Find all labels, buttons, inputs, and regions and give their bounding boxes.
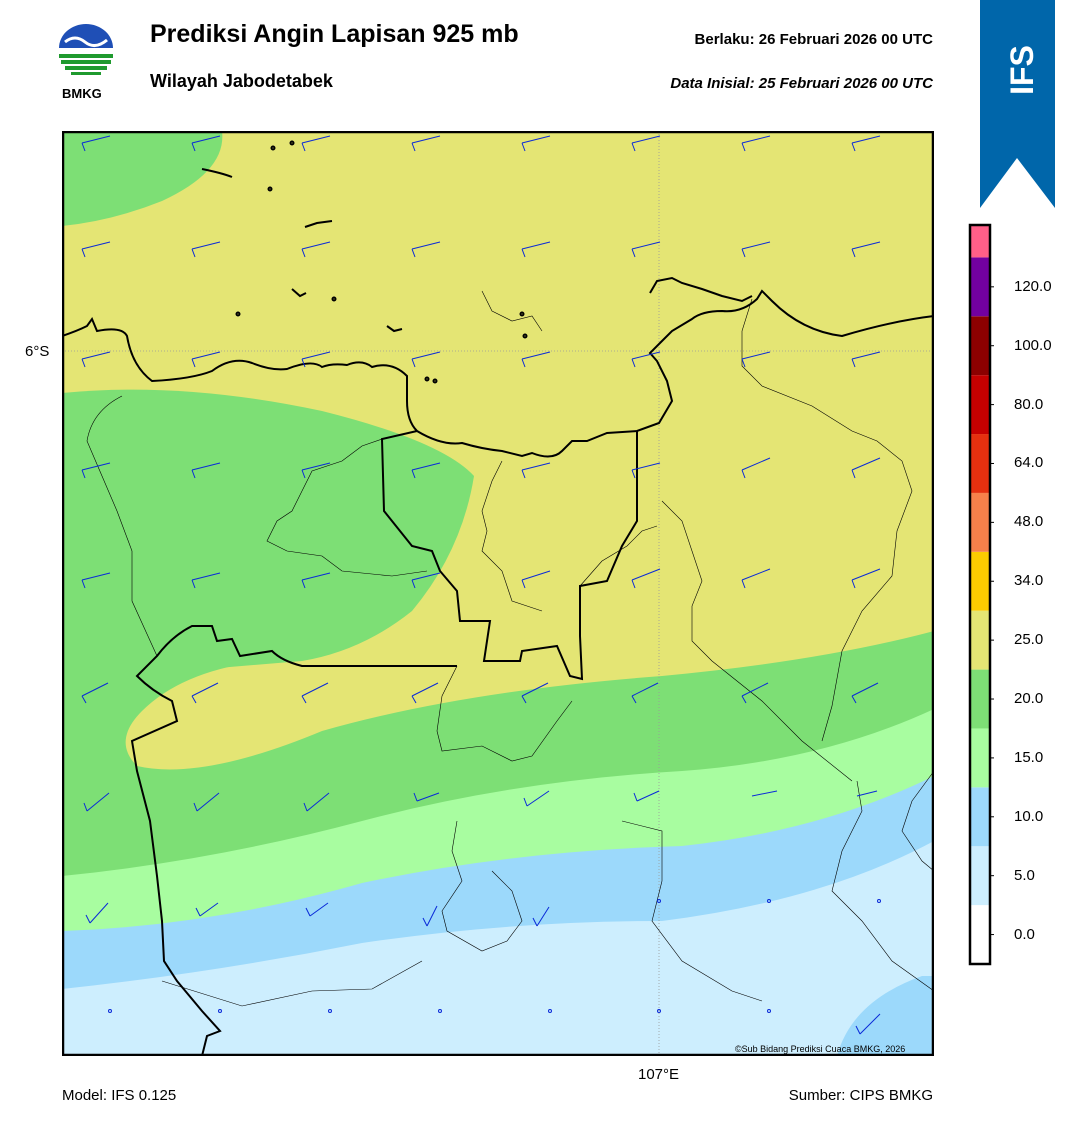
wind-zone-15-20-north — [62, 131, 223, 226]
colorbar-tick-label: 10.0 — [1014, 807, 1044, 825]
colorbar-tick-label: 15.0 — [1014, 748, 1044, 766]
wind-zone-15-20-west — [62, 389, 474, 681]
colorbar-segment — [970, 257, 990, 317]
ifs-badge-label: IFS — [1004, 45, 1040, 95]
coastline-north — [649, 276, 753, 303]
district-boundaries — [86, 290, 934, 1007]
bmkg-logo-icon — [59, 24, 113, 75]
longitude-label: 107°E — [638, 1066, 680, 1083]
colorbar-segment — [970, 905, 990, 964]
colorbar-tick-label: 80.0 — [1014, 395, 1044, 413]
colorbar-segment — [970, 610, 990, 670]
wind-barb-row-3 — [81, 351, 881, 368]
wind-barb-row-9 — [108, 1009, 881, 1035]
wind-barb-row-8 — [85, 899, 881, 927]
colorbar-segment — [970, 728, 990, 788]
source-label: Sumber: CIPS BMKG — [788, 1087, 933, 1104]
bmkg-logo — [55, 22, 117, 84]
colorbar-tick-label: 25.0 — [1014, 631, 1044, 649]
coastline — [62, 289, 934, 458]
region-subtitle: Wilayah Jabodetabek — [150, 71, 333, 91]
wind-speed-colorbar — [968, 223, 994, 966]
province-boundary-banten — [130, 625, 457, 1056]
colorbar-segment — [970, 375, 990, 435]
ifs-ribbon — [980, 0, 1055, 208]
wind-barb-row-7 — [83, 790, 878, 812]
colorbar-segment — [970, 787, 990, 847]
initial-time: Data Inisial: 25 Februari 2026 00 UTC — [670, 75, 933, 92]
logo-text: BMKG — [62, 86, 102, 101]
province-boundary-jakarta — [380, 430, 638, 681]
wind-barb-row-4 — [81, 457, 881, 479]
colorbar-tick-label: 20.0 — [1014, 690, 1044, 708]
colorbar-tick-label: 0.0 — [1014, 925, 1035, 943]
colorbar-frame — [968, 223, 992, 966]
valid-time: Berlaku: 26 Februari 2026 00 UTC — [694, 31, 933, 48]
map-frame — [62, 131, 934, 1056]
wind-zone-5-10-southeast — [837, 976, 934, 1056]
colorbar-segment — [970, 316, 990, 376]
colorbar-segment — [970, 225, 990, 258]
colorbar-segment — [970, 846, 990, 906]
copyright-text: ©Sub Bidang Prediksi Cuaca BMKG, 2026 — [735, 1044, 906, 1054]
model-label: Model: IFS 0.125 — [62, 1087, 177, 1104]
wind-zone-0-5 — [62, 841, 934, 1056]
colorbar-tick-label: 34.0 — [1014, 572, 1044, 590]
colorbar-segment — [970, 551, 990, 611]
wind-barb-row-2 — [81, 241, 881, 258]
colorbar-segment — [970, 492, 990, 552]
thousand-islands — [201, 140, 528, 384]
wind-barb-row-5 — [81, 568, 881, 589]
colorbar-tick-label: 48.0 — [1014, 513, 1044, 531]
wind-barb-row-1 — [81, 135, 881, 152]
wind-map — [62, 131, 934, 1056]
colorbar-segment — [970, 669, 990, 729]
latitude-label: 6°S — [25, 343, 50, 360]
page-title: Prediksi Angin Lapisan 925 mb — [150, 20, 519, 48]
colorbar-tick-label: 100.0 — [1014, 336, 1052, 354]
wind-barbs — [81, 135, 881, 1035]
colorbar-tick-label: 64.0 — [1014, 454, 1044, 472]
colorbar-segment — [970, 434, 990, 493]
colorbar-tick-label: 120.0 — [1014, 277, 1052, 295]
wind-barb-row-6 — [81, 682, 879, 704]
colorbar-tick-label: 5.0 — [1014, 866, 1035, 884]
